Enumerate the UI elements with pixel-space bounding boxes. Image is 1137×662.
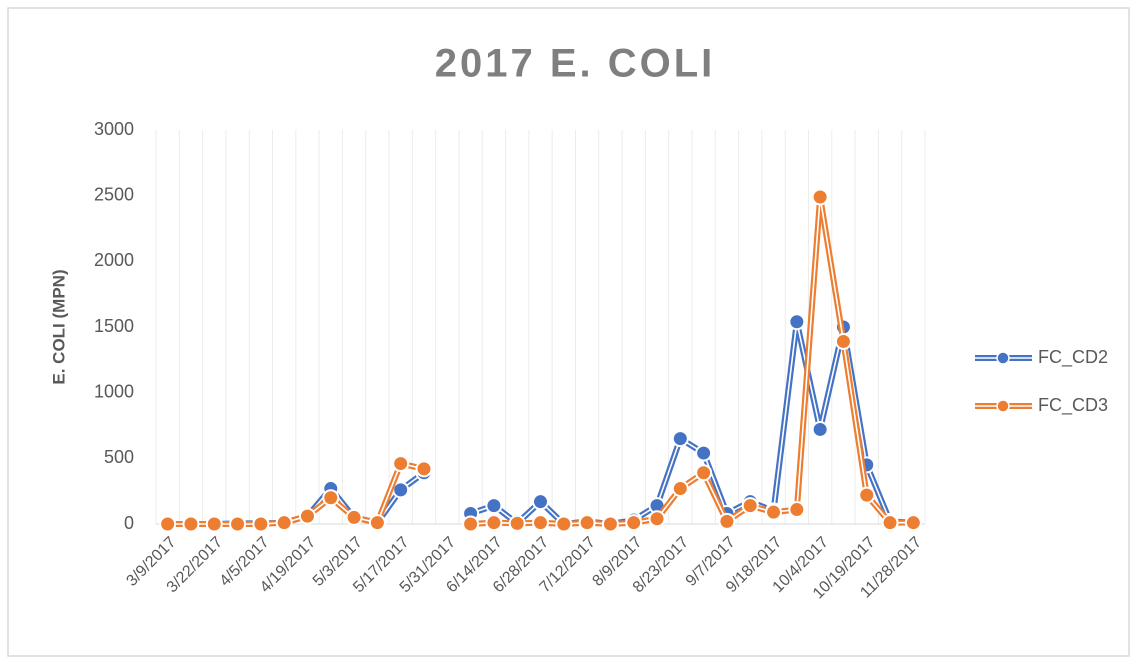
data-point [788, 501, 806, 519]
data-point [415, 460, 433, 478]
data-point [368, 514, 386, 532]
data-point [671, 480, 689, 498]
data-point [392, 455, 410, 473]
data-point [695, 464, 713, 482]
data-point [904, 514, 922, 532]
data-point [718, 512, 736, 530]
data-point [298, 507, 316, 525]
y-tick-label: 1000 [94, 381, 134, 401]
data-point [462, 515, 480, 533]
data-point [881, 514, 899, 532]
data-point [485, 514, 503, 532]
data-point [601, 515, 619, 533]
data-point [765, 503, 783, 521]
y-tick-label: 0 [124, 513, 134, 533]
data-point [532, 514, 549, 532]
legend-label: FC_CD3 [1038, 395, 1108, 416]
data-point [811, 420, 829, 438]
data-point [159, 515, 177, 533]
y-tick-label: 1500 [94, 316, 134, 336]
data-point [508, 514, 526, 532]
legend-marker [996, 399, 1010, 413]
data-point [625, 514, 643, 532]
data-point [485, 497, 503, 515]
data-point [788, 313, 806, 331]
data-point [811, 188, 829, 206]
data-point [182, 515, 200, 533]
data-point [578, 514, 596, 532]
data-point [229, 515, 247, 533]
data-point [695, 444, 713, 462]
data-point [252, 515, 270, 533]
data-point [205, 515, 223, 533]
data-point [275, 514, 293, 532]
data-point [555, 515, 573, 533]
data-point [322, 489, 340, 507]
data-point [648, 510, 666, 528]
y-tick-label: 500 [104, 447, 134, 467]
chart-frame [7, 7, 1130, 657]
y-tick-label: 2500 [94, 184, 134, 204]
legend-marker [996, 351, 1010, 365]
data-point [741, 497, 759, 515]
data-point [345, 508, 363, 526]
data-point [532, 493, 549, 511]
y-tick-label: 3000 [94, 119, 134, 139]
y-tick-label: 2000 [94, 250, 134, 270]
data-point [858, 486, 876, 504]
data-point [834, 332, 852, 350]
chart-title: 2017 E. COLI [435, 42, 716, 86]
data-point [671, 430, 689, 448]
legend-label: FC_CD2 [1038, 347, 1108, 368]
y-axis-label: E. COLI (MPN) [49, 269, 68, 384]
